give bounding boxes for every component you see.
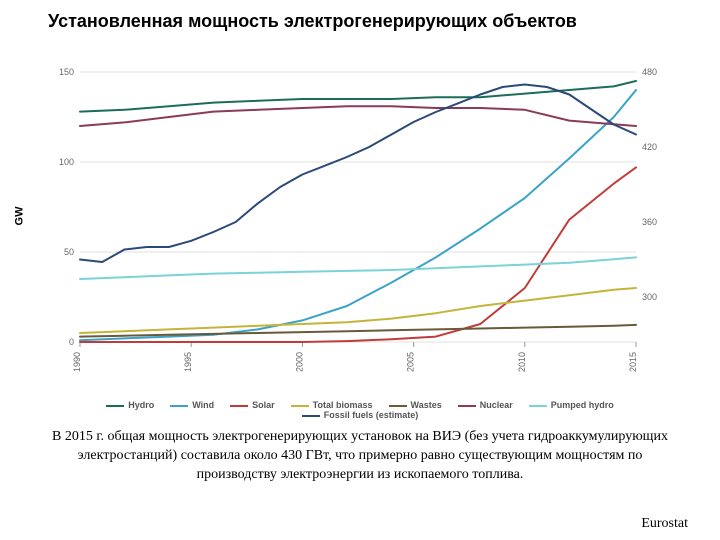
legend-label: Wind xyxy=(192,400,214,410)
legend-swatch xyxy=(106,405,124,407)
svg-text:0: 0 xyxy=(69,337,74,347)
legend-label: Wastes xyxy=(411,400,442,410)
page-title: Установленная мощность электрогенерирующ… xyxy=(48,10,648,33)
svg-text:360: 360 xyxy=(642,217,657,227)
legend-label: Hydro xyxy=(128,400,154,410)
legend-item: Wastes xyxy=(389,400,442,410)
svg-text:2005: 2005 xyxy=(406,352,416,372)
series-nuclear xyxy=(80,106,636,126)
chart-legend: Hydro Wind Solar Total biomass Wastes Nuclear… xyxy=(40,400,680,420)
series-pumped-hydro xyxy=(80,257,636,279)
legend-swatch xyxy=(170,405,188,407)
legend-swatch xyxy=(458,405,476,407)
legend-swatch xyxy=(529,405,547,407)
svg-text:50: 50 xyxy=(64,247,74,257)
svg-text:2010: 2010 xyxy=(517,352,527,372)
legend-label: Pumped hydro xyxy=(551,400,614,410)
svg-text:300: 300 xyxy=(642,292,657,302)
caption-text: В 2015 г. общая мощность электрогенериру… xyxy=(40,428,680,485)
legend-item: Nuclear xyxy=(458,400,513,410)
legend-item: Pumped hydro xyxy=(529,400,614,410)
legend-item: Total biomass xyxy=(291,400,373,410)
svg-text:1990: 1990 xyxy=(72,352,82,372)
svg-text:480: 480 xyxy=(642,67,657,77)
legend-swatch xyxy=(230,405,248,407)
legend-swatch xyxy=(291,405,309,407)
svg-text:420: 420 xyxy=(642,142,657,152)
series-solar xyxy=(80,167,636,342)
legend-item: Hydro xyxy=(106,400,154,410)
source-label: Eurostat xyxy=(641,516,688,532)
capacity-line-chart: 0 50 100 150 300 360 420 480 1990 1995 2000 2005 201… xyxy=(40,60,680,400)
series-wastes xyxy=(80,325,636,337)
legend-item: Wind xyxy=(170,400,214,410)
legend-item: Fossil fuels (estimate) xyxy=(302,410,419,420)
legend-swatch xyxy=(302,415,320,417)
svg-text:2000: 2000 xyxy=(294,352,304,372)
svg-text:100: 100 xyxy=(59,157,74,167)
svg-text:1995: 1995 xyxy=(183,352,193,372)
legend-swatch xyxy=(389,405,407,407)
legend-label: Solar xyxy=(252,400,275,410)
legend-label: Total biomass xyxy=(313,400,373,410)
svg-text:2015: 2015 xyxy=(628,352,638,372)
legend-label: Fossil fuels (estimate) xyxy=(324,410,419,420)
series-wind xyxy=(80,90,636,340)
legend-label: Nuclear xyxy=(480,400,513,410)
chart-container: GW 0501001503003604204801990199520002005… xyxy=(40,60,680,400)
legend-item: Solar xyxy=(230,400,275,410)
svg-text:150: 150 xyxy=(59,67,74,77)
y-axis-title: GW xyxy=(13,207,25,226)
